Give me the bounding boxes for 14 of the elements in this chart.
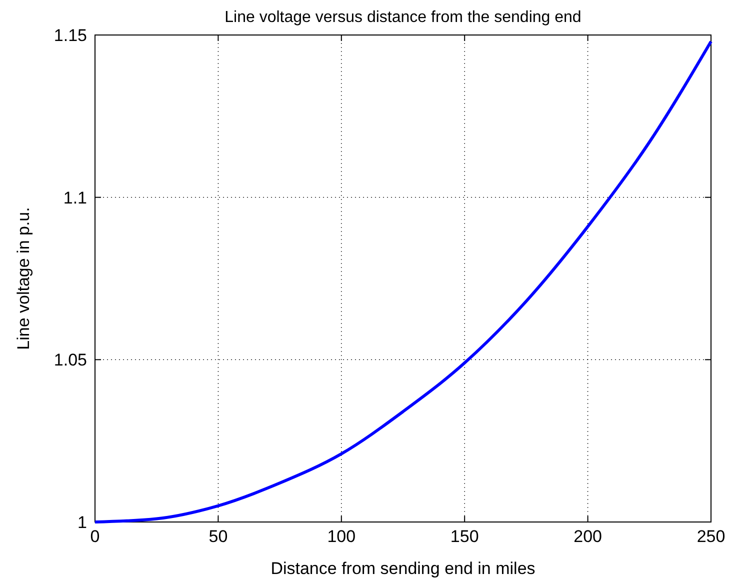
y-tick-label: 1.15 — [54, 26, 87, 45]
line-series — [94, 40, 712, 524]
chart-title: Line voltage versus distance from the sending end — [224, 9, 582, 26]
x-tick-label: 0 — [90, 527, 100, 546]
x-tick-label: 50 — [208, 527, 228, 546]
x-tick-label: 100 — [327, 527, 356, 546]
y-axis-title: Line voltage in p.u. — [14, 207, 33, 350]
y-tick-label: 1 — [78, 513, 87, 532]
x-tick-label: 150 — [450, 527, 479, 546]
x-tick-label: 200 — [574, 527, 602, 546]
x-tick-label: 250 — [696, 527, 726, 546]
y-tick-label: 1.05 — [54, 350, 87, 370]
y-tick-label: 1.1 — [63, 188, 87, 208]
x-axis-title: Distance from sending end in miles — [270, 559, 536, 578]
